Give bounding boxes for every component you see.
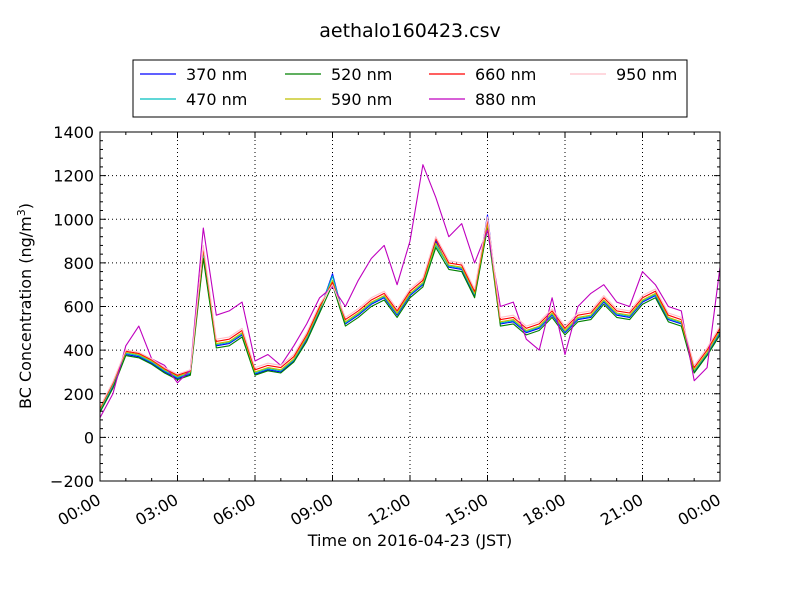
chart-title: aethalo160423.csv	[319, 20, 501, 42]
x-axis-label: Time on 2016-04-23 (JST)	[307, 531, 512, 550]
legend-label: 470 nm	[186, 90, 247, 109]
y-tick-label: 800	[63, 254, 94, 273]
y-axis-label-end: )	[16, 203, 35, 209]
series-line-950-nm	[99, 216, 721, 408]
y-tick-label: 0	[84, 428, 94, 447]
y-tick-label: 600	[63, 298, 94, 317]
legend-box	[132, 59, 688, 118]
y-tick-label: 1400	[53, 123, 94, 142]
y-axis-label-main: BC Concentration (ng/m	[16, 216, 35, 409]
y-axis-label-sup: 3	[15, 209, 28, 216]
y-tick-label: 200	[63, 385, 94, 404]
legend-label: 880 nm	[475, 90, 536, 109]
legend-label: 520 nm	[331, 65, 392, 84]
legend-label: 660 nm	[475, 65, 536, 84]
series-line-880-nm	[99, 164, 721, 418]
series-line-520-nm	[99, 227, 721, 413]
y-tick-label: 1200	[53, 167, 94, 186]
y-tick-label: 400	[63, 341, 94, 360]
legend-label: 950 nm	[616, 65, 677, 84]
y-tick-label: 1000	[53, 210, 94, 229]
y-tick-labels: −200 0 200 400 600 800 1000 1200 1400	[50, 123, 94, 491]
grid	[100, 132, 720, 481]
legend: 370 nm 470 nm 520 nm 590 nm 660 nm 880 nm 950 …	[132, 59, 688, 118]
legend-label: 590 nm	[331, 90, 392, 109]
data-series	[99, 164, 721, 418]
y-axis-label: BC Concentration (ng/m3)	[15, 203, 35, 409]
legend-label: 370 nm	[186, 65, 247, 84]
series-line-470-nm	[99, 220, 721, 411]
y-tick-label: −200	[50, 472, 94, 491]
ticks	[99, 131, 721, 482]
